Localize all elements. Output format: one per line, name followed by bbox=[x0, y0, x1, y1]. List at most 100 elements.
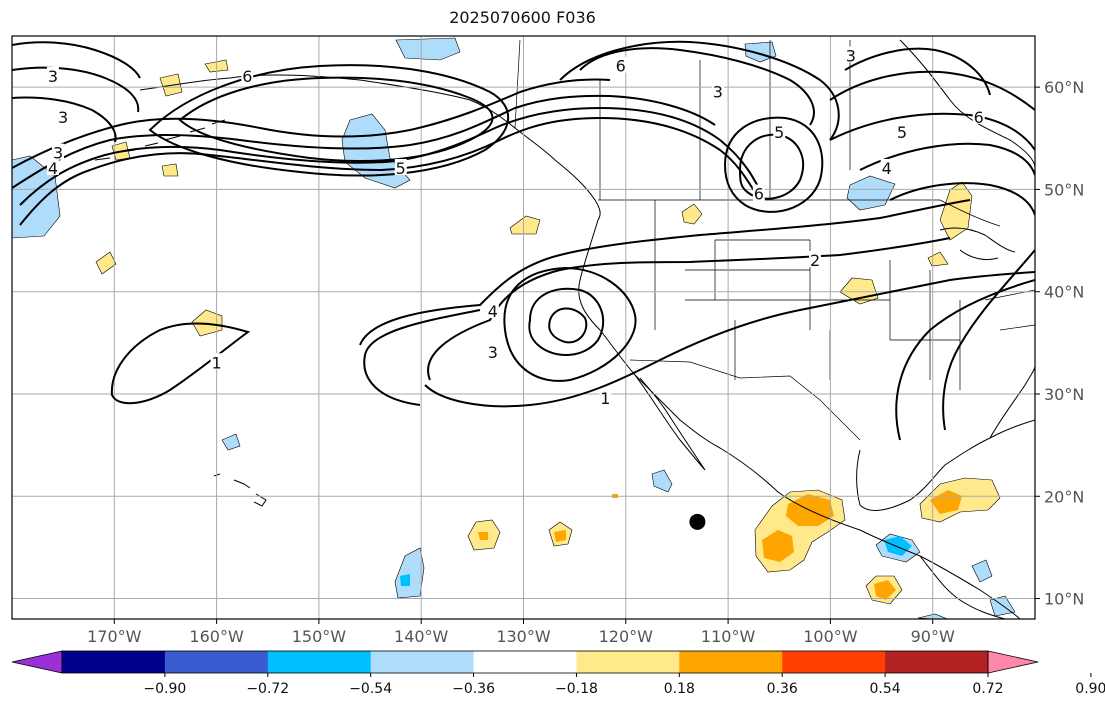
contour-label-background bbox=[46, 66, 59, 83]
contour-label: 6 bbox=[974, 108, 984, 127]
contour-line bbox=[579, 47, 815, 126]
positive-anomaly-core bbox=[874, 580, 896, 600]
colorbar-bin bbox=[164, 651, 269, 673]
negative-anomaly-patch bbox=[651, 469, 673, 493]
longitude-tick-label: 130°W bbox=[496, 627, 551, 646]
contour-label: 3 bbox=[48, 67, 58, 86]
negative-anomaly-patch bbox=[395, 37, 461, 61]
negative-anomaly-patch bbox=[221, 433, 241, 451]
contour-label: 5 bbox=[897, 123, 907, 142]
positive-anomaly-core bbox=[554, 530, 566, 542]
colorbar-tick-label: 0.54 bbox=[870, 681, 901, 697]
colorbar-bin bbox=[62, 651, 166, 673]
contour-line bbox=[424, 271, 1035, 408]
contour-label-background bbox=[972, 107, 985, 124]
longitude-tick-label: 140°W bbox=[394, 627, 449, 646]
colorbar-bin bbox=[885, 651, 989, 673]
contour-label: 4 bbox=[48, 159, 58, 178]
florida-coast bbox=[989, 365, 1035, 439]
longitude-tick-label: 100°W bbox=[803, 627, 858, 646]
latitude-tick-label: 50°N bbox=[1044, 180, 1084, 199]
contour-line bbox=[738, 133, 805, 200]
contour-label: 6 bbox=[754, 185, 764, 204]
contour-label: 3 bbox=[53, 144, 63, 163]
colorbar-tick-label: −0.90 bbox=[143, 681, 186, 697]
latitude-tick-label: 60°N bbox=[1044, 78, 1084, 97]
contour-line bbox=[528, 287, 605, 357]
colorbar-tick-label: 0.90 bbox=[1075, 681, 1105, 697]
contour-line bbox=[12, 78, 611, 169]
contour-line bbox=[12, 66, 140, 113]
contour-label: 5 bbox=[774, 123, 784, 142]
alaska-canada-border bbox=[514, 39, 521, 129]
longitude-tick-labels: 170°W 160°W 150°W 140°W 130°W 120°W 110°W 100°W… bbox=[87, 619, 955, 646]
colorbar-bin bbox=[576, 651, 680, 673]
contour-line bbox=[110, 322, 251, 405]
contour-label-background bbox=[773, 123, 786, 140]
colorbar-tick-label: 0.36 bbox=[767, 681, 798, 697]
positive-anomaly-patch bbox=[839, 277, 879, 305]
contour-label-background bbox=[486, 343, 499, 360]
contour-line bbox=[427, 237, 951, 381]
colorbar-under-extension bbox=[11, 650, 63, 674]
contour-line bbox=[829, 112, 1035, 151]
negative-anomaly-patch bbox=[971, 559, 993, 583]
contour-label-background bbox=[57, 107, 70, 124]
colorbar-tick-label: 0.72 bbox=[972, 681, 1003, 697]
latitude-tick-label: 30°N bbox=[1044, 385, 1084, 404]
contour-label-background bbox=[896, 123, 909, 140]
canada-provinces bbox=[599, 40, 851, 200]
contour-label-background bbox=[809, 251, 822, 268]
longitude-tick-label: 160°W bbox=[189, 627, 244, 646]
contour-label: 3 bbox=[713, 82, 723, 101]
contour-line bbox=[148, 64, 510, 177]
contour-line bbox=[723, 116, 824, 213]
contour-line bbox=[942, 249, 1035, 431]
contour-line bbox=[889, 182, 1035, 216]
contour-label-background bbox=[210, 353, 223, 370]
contour-label: 6 bbox=[242, 67, 252, 86]
contour-label: 6 bbox=[616, 57, 626, 76]
contour-label-background bbox=[599, 389, 612, 406]
west-coast-north-america bbox=[578, 219, 1021, 619]
colorbar-tick-label: −0.36 bbox=[452, 681, 495, 697]
contour-label-background bbox=[711, 82, 724, 99]
longitude-tick-label: 120°W bbox=[599, 627, 654, 646]
contour-line bbox=[12, 94, 716, 189]
contour-label: 4 bbox=[882, 159, 892, 178]
us-mexico-border bbox=[629, 359, 861, 441]
longitude-tick-label: 110°W bbox=[701, 627, 756, 646]
colorbar-frame bbox=[61, 650, 989, 674]
us-canada-border bbox=[598, 199, 1001, 227]
contour-label: 5 bbox=[396, 159, 406, 178]
positive-anomaly-patch bbox=[161, 163, 179, 177]
positive-anomaly-patch bbox=[681, 203, 703, 225]
contour-label-background bbox=[486, 302, 499, 319]
baja-california bbox=[634, 374, 706, 471]
contour-label-background bbox=[52, 143, 65, 160]
contour-label: 3 bbox=[58, 108, 68, 127]
central-america-coast bbox=[919, 555, 1006, 619]
coastline-layer bbox=[94, 39, 1035, 619]
longitude-tick-label: 170°W bbox=[87, 627, 142, 646]
positive-anomaly-core bbox=[478, 532, 488, 540]
colorbar bbox=[11, 650, 1039, 674]
contour-label: 2 bbox=[810, 251, 820, 270]
contour-label: 3 bbox=[488, 343, 498, 362]
contour-line bbox=[12, 41, 141, 79]
colorbar-bin bbox=[679, 651, 783, 673]
positive-anomaly-core bbox=[762, 530, 794, 562]
colorbar-over-extension bbox=[987, 650, 1039, 674]
contour-label-background bbox=[394, 158, 407, 175]
contour-label-background bbox=[880, 158, 893, 175]
contour-label-background bbox=[46, 158, 59, 175]
colorbar-tick-label: 0.18 bbox=[664, 681, 695, 697]
negative-anomaly-patch bbox=[846, 175, 896, 211]
contour-layer bbox=[12, 40, 1035, 441]
contour-line bbox=[844, 47, 991, 96]
latitude-tick-labels: 10°N 20°N 30°N 40°N 50°N 60°N bbox=[1035, 78, 1084, 609]
colorbar-tick-label: −0.72 bbox=[246, 681, 289, 697]
latitude-tick-label: 10°N bbox=[1044, 590, 1084, 609]
